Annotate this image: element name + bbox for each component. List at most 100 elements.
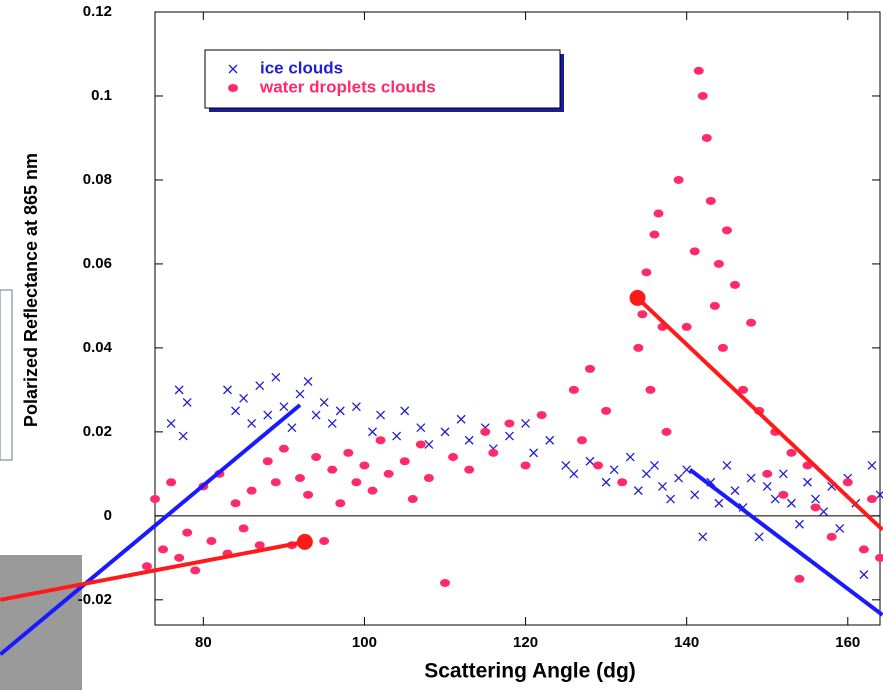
- point: [609, 465, 619, 475]
- legend-label: water droplets clouds: [259, 77, 436, 96]
- point: [278, 444, 289, 453]
- point: [705, 196, 716, 205]
- point: [810, 503, 821, 512]
- y-tick-label: 0.04: [83, 339, 113, 356]
- point: [335, 499, 346, 508]
- point: [440, 579, 450, 588]
- point: [488, 448, 499, 457]
- point: [359, 461, 370, 470]
- point: [858, 545, 869, 554]
- point: [367, 486, 378, 495]
- point: [182, 528, 193, 537]
- point: [561, 460, 571, 470]
- point: [867, 460, 877, 470]
- point: [295, 474, 305, 483]
- point: [423, 474, 434, 483]
- point: [464, 465, 475, 474]
- point: [593, 461, 604, 470]
- point: [271, 372, 281, 382]
- fit-line: [0, 539, 306, 602]
- point: [653, 209, 664, 218]
- point: [778, 469, 788, 479]
- point: [709, 301, 720, 310]
- point: [392, 431, 402, 441]
- point: [158, 545, 169, 554]
- point: [641, 469, 651, 479]
- point: [738, 385, 749, 394]
- point: [730, 486, 740, 496]
- x-tick-label: 140: [674, 634, 699, 651]
- point: [190, 566, 201, 575]
- point: [722, 460, 732, 470]
- point: [504, 431, 514, 441]
- point: [150, 495, 160, 504]
- point: [717, 343, 728, 352]
- point: [141, 562, 152, 571]
- point: [327, 465, 338, 474]
- point: [239, 393, 249, 403]
- point: [682, 465, 692, 475]
- point: [658, 481, 667, 491]
- legend-box: [204, 49, 561, 109]
- x-tick-label: 80: [195, 634, 212, 651]
- point: [713, 259, 724, 268]
- point: [585, 364, 595, 373]
- point: [424, 439, 434, 449]
- point: [255, 381, 265, 391]
- x-tick-label: 100: [352, 634, 377, 651]
- y-tick-label: 0.12: [83, 3, 112, 20]
- x-tick-label: 160: [835, 634, 860, 651]
- point: [238, 524, 249, 533]
- point: [842, 478, 853, 487]
- point: [762, 481, 772, 491]
- point: [754, 532, 764, 542]
- point: [270, 478, 281, 487]
- point: [689, 247, 700, 256]
- point: [303, 490, 314, 499]
- point: [166, 419, 176, 428]
- point: [617, 478, 628, 487]
- point: [351, 402, 361, 412]
- point: [875, 553, 883, 562]
- point: [375, 436, 386, 445]
- point: [223, 385, 232, 395]
- point: [661, 427, 672, 436]
- point: [746, 318, 757, 327]
- point: [368, 427, 377, 437]
- point: [746, 473, 756, 483]
- point: [786, 448, 797, 457]
- point: [174, 385, 184, 395]
- point: [182, 398, 192, 407]
- point: [448, 453, 459, 462]
- point: [762, 469, 773, 478]
- point: [545, 435, 555, 445]
- y-tick-label: 0.02: [83, 423, 112, 440]
- point: [803, 477, 812, 487]
- point: [536, 411, 547, 420]
- point: [674, 473, 684, 483]
- point: [633, 486, 643, 496]
- point: [383, 469, 394, 478]
- point: [637, 310, 648, 319]
- point: [415, 440, 426, 449]
- background-box: [0, 289, 13, 461]
- point: [698, 532, 708, 542]
- point: [295, 389, 305, 399]
- fit-line: [0, 403, 302, 656]
- y-tick-label: 0.08: [83, 171, 112, 188]
- point: [681, 322, 692, 331]
- point: [343, 448, 354, 457]
- plot-frame: [154, 11, 881, 626]
- point: [262, 457, 273, 466]
- point: [206, 537, 217, 546]
- line-end-dot: [629, 289, 646, 306]
- point: [859, 570, 869, 580]
- legend-marker: [228, 84, 238, 92]
- point: [319, 537, 330, 546]
- point: [456, 414, 466, 424]
- point: [279, 402, 289, 412]
- point: [246, 486, 257, 495]
- point: [714, 498, 724, 508]
- point: [701, 133, 712, 142]
- fit-line: [636, 296, 883, 532]
